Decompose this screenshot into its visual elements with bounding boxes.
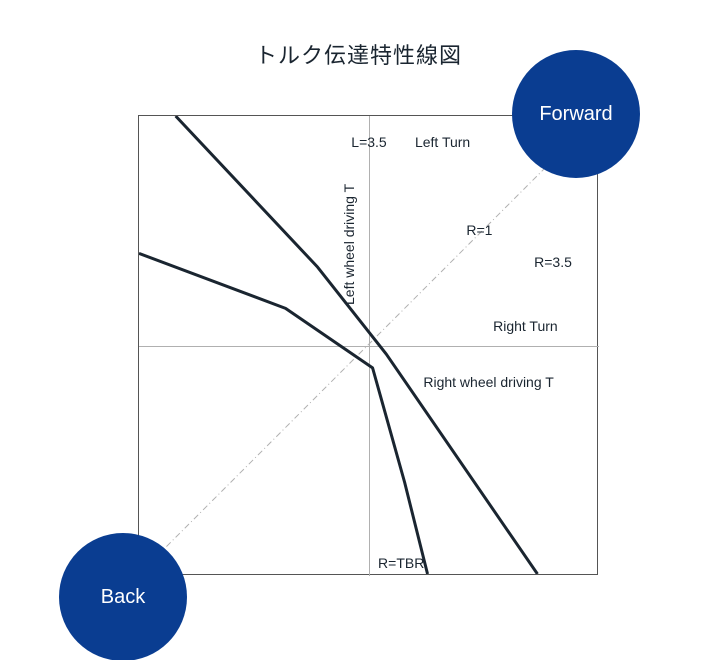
label-right-turn: Right Turn	[493, 318, 558, 334]
plot-area: L=3.5 Left Turn R=1 R=3.5 Right Turn Rig…	[138, 115, 598, 575]
label-r-tbr: R=TBR	[378, 555, 424, 571]
back-badge: Back	[59, 533, 187, 660]
label-left-wheel-vertical: Left wheel driving T	[341, 183, 357, 304]
label-left-turn: Left Turn	[415, 134, 470, 150]
lower-curve	[139, 253, 428, 574]
diagonal-r1-line	[139, 116, 597, 574]
y-axis-line	[369, 116, 370, 576]
label-right-wheel: Right wheel driving T	[423, 374, 553, 390]
back-badge-label: Back	[101, 586, 145, 609]
label-r-eq-1: R=1	[466, 222, 492, 238]
plot-svg	[139, 116, 597, 574]
label-l-eq: L=3.5	[351, 134, 386, 150]
forward-badge-label: Forward	[539, 103, 612, 126]
forward-badge: Forward	[512, 50, 640, 178]
label-r-eq-35: R=3.5	[534, 254, 572, 270]
